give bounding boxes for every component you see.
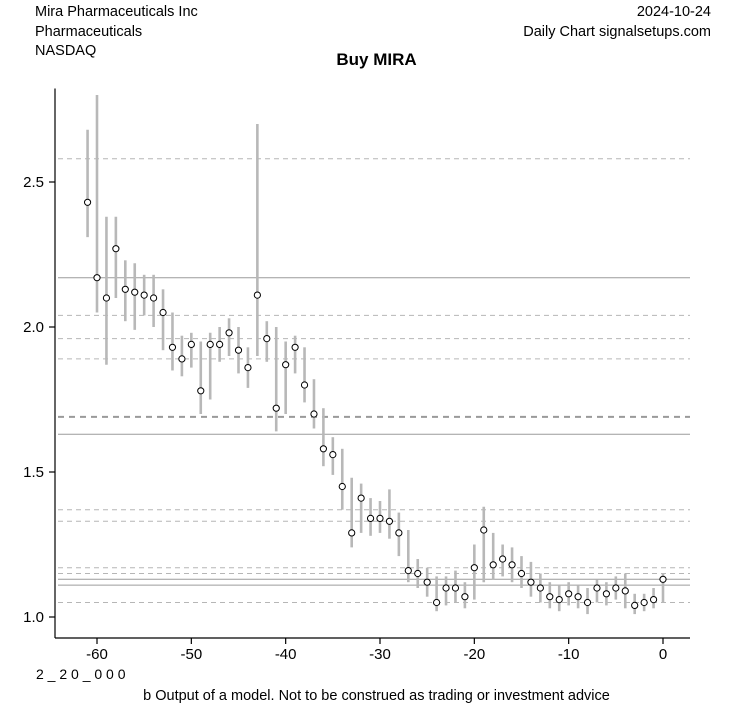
- close-point: [150, 294, 158, 302]
- close-point: [621, 587, 629, 595]
- close-point: [319, 445, 328, 453]
- chart-title: Buy MIRA: [336, 50, 417, 69]
- close-point: [112, 245, 120, 253]
- close-point: [272, 404, 280, 412]
- x-tick-label: -30: [369, 646, 391, 663]
- close-point: [168, 343, 177, 351]
- close-point: [159, 308, 167, 317]
- close-point: [640, 598, 648, 607]
- close-point: [329, 451, 337, 459]
- close-point: [131, 288, 139, 296]
- close-point: [659, 575, 667, 583]
- close-point: [565, 590, 573, 598]
- close-point: [291, 343, 299, 351]
- close-point: [583, 598, 592, 607]
- close-point: [546, 593, 554, 601]
- close-point: [206, 340, 214, 348]
- close-point: [442, 584, 450, 592]
- sector-name: Pharmaceuticals: [35, 23, 143, 40]
- close-point: [310, 410, 318, 418]
- close-point: [489, 561, 497, 569]
- header-right: 2024-10-24 Daily Chart signalsetups.com: [523, 3, 711, 42]
- close-point: [404, 567, 412, 575]
- close-point: [178, 355, 186, 363]
- x-tick-label: -10: [558, 646, 580, 663]
- close-point: [593, 584, 601, 592]
- close-point: [234, 346, 243, 354]
- close-point: [263, 335, 271, 343]
- y-tick-label: 1.5: [23, 464, 44, 481]
- close-point: [499, 555, 507, 563]
- close-point: [282, 361, 290, 369]
- close-point: [602, 590, 611, 598]
- close-point: [300, 381, 309, 389]
- close-point: [536, 584, 544, 592]
- close-point: [244, 364, 252, 372]
- close-point: [197, 387, 205, 395]
- y-tick-label: 2.5: [23, 174, 44, 191]
- header-left: Mira Pharmaceuticals Inc Pharmaceuticals…: [35, 3, 198, 62]
- close-point: [612, 584, 620, 592]
- chart-date: 2024-10-24: [636, 4, 711, 20]
- close-point: [461, 593, 469, 601]
- close-point: [574, 593, 582, 601]
- close-point: [423, 578, 431, 586]
- close-point: [93, 274, 101, 282]
- close-point: [140, 291, 148, 299]
- y-tick-label: 2.0: [23, 319, 44, 336]
- close-point: [470, 564, 478, 572]
- close-point: [366, 514, 375, 523]
- close-point: [508, 561, 516, 569]
- close-point: [83, 198, 92, 206]
- close-point: [102, 294, 111, 302]
- close-point: [527, 578, 535, 586]
- close-point: [385, 517, 394, 525]
- disclaimer: b Output of a model. Not to be construed…: [143, 688, 610, 704]
- close-point: [225, 329, 233, 337]
- y-tick-label: 1.0: [23, 609, 44, 626]
- close-point: [348, 529, 356, 537]
- close-point: [631, 601, 639, 610]
- x-tick-label: -60: [86, 646, 108, 663]
- x-tick-label: -20: [463, 646, 485, 663]
- x-tick-label: -50: [180, 646, 202, 663]
- close-point: [376, 514, 384, 523]
- x-tick-label: -40: [275, 646, 297, 663]
- company-name: Mira Pharmaceuticals Inc: [35, 4, 198, 20]
- chart-source: Daily Chart signalsetups.com: [523, 23, 711, 40]
- close-point: [517, 569, 526, 578]
- close-point: [433, 598, 441, 607]
- exchange-name: NASDAQ: [35, 43, 97, 59]
- close-point: [357, 494, 365, 502]
- close-point: [649, 596, 658, 604]
- close-point: [187, 340, 195, 348]
- close-point: [451, 584, 460, 592]
- close-point: [395, 529, 403, 537]
- footer-code: 2 _ 2 0 _ 0 0 0: [36, 666, 126, 682]
- x-tick-label: 0: [659, 646, 667, 663]
- close-point: [253, 291, 261, 299]
- close-point: [121, 285, 129, 293]
- close-point: [338, 482, 346, 491]
- close-point: [555, 596, 563, 604]
- close-point: [480, 526, 488, 534]
- close-point: [216, 340, 224, 348]
- close-point: [414, 569, 422, 578]
